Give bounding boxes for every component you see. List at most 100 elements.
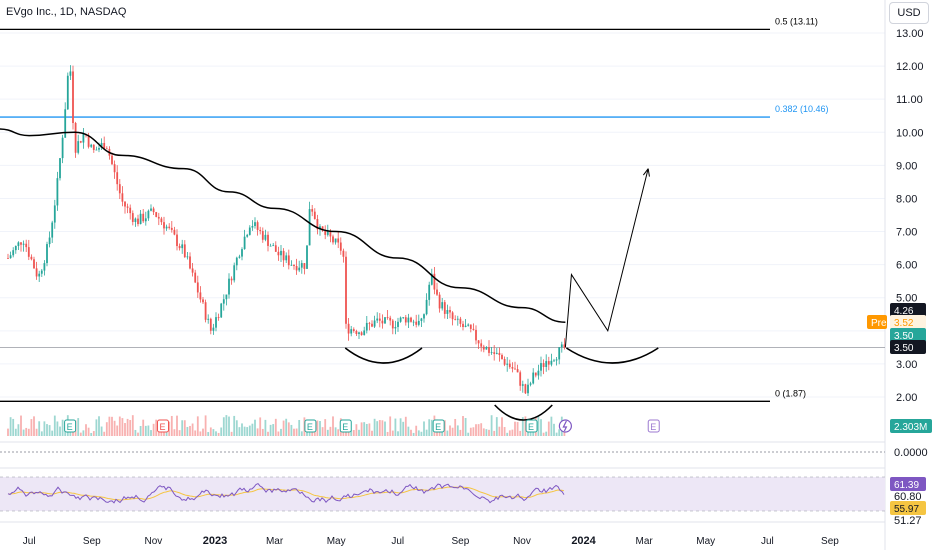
time-tick-label: Nov — [145, 536, 163, 547]
candle-body — [495, 352, 498, 354]
candle-body — [256, 222, 259, 230]
candle-body — [391, 320, 394, 329]
earnings-marker-box — [432, 419, 445, 433]
candle-body — [516, 369, 519, 373]
candle-body — [30, 256, 33, 260]
candle-body — [558, 347, 561, 360]
candle-body — [303, 263, 306, 269]
volume-bar — [412, 432, 415, 436]
candle-body — [248, 227, 251, 235]
price-tick-label: 9.00 — [896, 160, 917, 172]
volume-bar — [477, 424, 480, 436]
candle-body — [181, 244, 184, 249]
fibonacci-levels[interactable]: 0.5 (13.11) 0.382 (10.46) 0 (1.87) — [0, 16, 885, 402]
volume-bar — [480, 423, 483, 436]
volume-bar — [503, 427, 506, 436]
volume-bar — [547, 421, 550, 436]
volume-bar — [22, 429, 25, 436]
candle-body — [124, 201, 126, 207]
candle-body — [155, 212, 158, 217]
last-price-badge-text: 3.50 — [894, 331, 914, 342]
candle-body — [173, 229, 176, 235]
candle-body — [376, 318, 379, 321]
candle-body — [550, 360, 553, 365]
time-tick-label: 2024 — [571, 535, 596, 547]
currency-button[interactable]: USD — [889, 2, 929, 24]
volume-bar — [542, 432, 545, 436]
candle-body — [79, 141, 82, 143]
rsi-value-badge-text: 61.39 — [894, 480, 919, 491]
candle-body — [563, 344, 566, 348]
earnings-marker-box — [64, 419, 77, 433]
candle-body — [243, 236, 246, 250]
volume-bar — [207, 432, 210, 436]
candle-body — [69, 71, 72, 76]
time-axis[interactable]: Jul Sep Nov 2023 Mar May Jul Sep Nov 2024 Mar May Ju… — [23, 535, 839, 547]
candle-body — [381, 320, 384, 324]
volume-bar — [537, 416, 540, 436]
candle-body — [488, 347, 490, 353]
candle-body — [82, 134, 85, 143]
candle-body — [358, 332, 360, 335]
candle-body — [529, 383, 532, 385]
price-badge-ma-text: 4.26 — [894, 306, 914, 317]
volume-bar — [553, 423, 555, 436]
candle-body — [475, 329, 477, 341]
candle-body — [194, 272, 197, 283]
price-tick-label: 5.00 — [896, 293, 917, 305]
candle-body — [501, 354, 503, 360]
candle-body — [425, 299, 428, 315]
volume-bar — [194, 430, 197, 436]
candle-body — [64, 109, 67, 138]
volume-bar — [332, 416, 334, 436]
candle-body — [428, 284, 431, 300]
drawings[interactable] — [344, 168, 659, 421]
candles — [7, 65, 566, 397]
candle-body — [467, 324, 470, 326]
candle-body — [43, 263, 46, 271]
volume-bar — [423, 421, 425, 436]
volume-bar — [53, 415, 56, 436]
time-tick-label: May — [696, 536, 715, 547]
volume-bar — [298, 419, 301, 436]
volume-bar — [506, 432, 509, 436]
fib-level-label: 0.382 (10.46) — [775, 104, 829, 114]
candle-body — [113, 164, 116, 173]
volume-bar — [399, 418, 402, 436]
price-axis[interactable]: 13.00 12.00 11.00 10.00 9.00 8.00 7.00 6.00 5.00… — [867, 28, 932, 527]
volume-bar — [511, 429, 514, 436]
candle-body — [105, 148, 108, 150]
volume-bar — [274, 418, 277, 436]
volume-bar — [30, 419, 33, 436]
candle-body — [186, 256, 189, 258]
volume-bar — [209, 427, 212, 436]
candle-body — [163, 222, 165, 229]
rsi-value-badge-bg — [890, 477, 926, 491]
earnings-marker-box — [525, 419, 538, 433]
volume-bar — [384, 421, 386, 436]
volume-bar — [178, 430, 181, 436]
volume-bar — [441, 430, 444, 436]
earnings-marker-box — [156, 419, 169, 433]
time-tick-label: Sep — [821, 536, 839, 547]
volume-bar — [391, 430, 394, 436]
rsi-line — [7, 482, 565, 504]
candle-body — [402, 317, 405, 319]
volume-bar — [100, 426, 103, 436]
volume-bar — [446, 430, 449, 436]
volume-bar — [79, 432, 82, 436]
volume-bar — [51, 430, 54, 436]
candle-body — [506, 363, 509, 365]
earnings-marker-label: E — [159, 422, 165, 432]
candle-body — [508, 363, 511, 368]
candle-body — [254, 222, 256, 227]
volume-bar — [7, 428, 9, 436]
candle-body — [170, 227, 173, 230]
candle-body — [189, 256, 191, 269]
time-tick-label: Mar — [266, 536, 284, 547]
volume-bar — [407, 426, 410, 436]
volume-bar — [467, 432, 470, 436]
volume-bar — [334, 427, 337, 436]
